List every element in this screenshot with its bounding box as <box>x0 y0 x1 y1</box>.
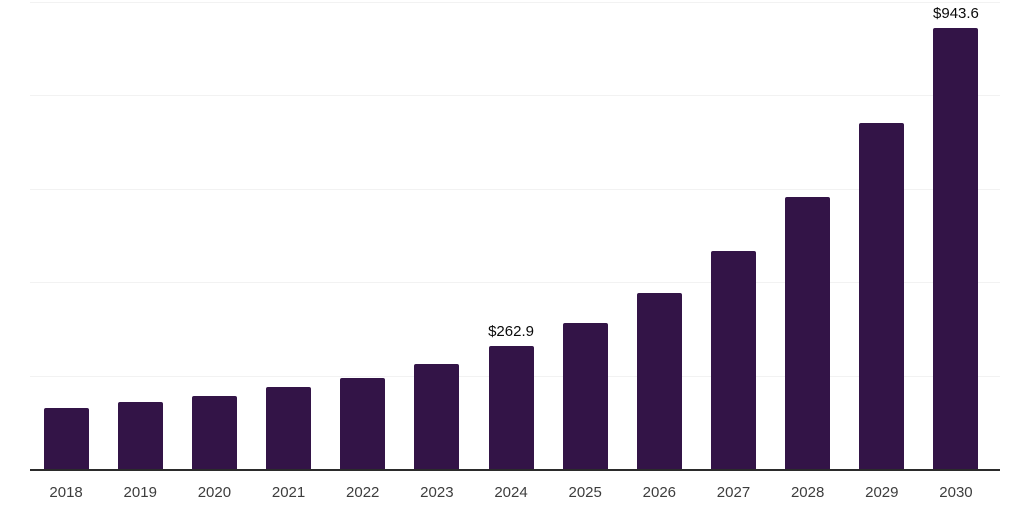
bar-2027 <box>710 250 756 469</box>
bar-column-2028 <box>771 2 845 469</box>
data-label-2030: $943.6 <box>933 5 979 23</box>
x-tick-2024: 2024 <box>494 484 528 501</box>
bar-2022 <box>340 378 386 469</box>
bar-column-2022 <box>326 2 400 469</box>
bar-column-2018 <box>29 2 103 469</box>
bar-2025 <box>562 322 608 469</box>
bar-column-2025 <box>548 2 622 469</box>
bar-column-2026 <box>622 2 696 469</box>
data-label-2024: $262.9 <box>488 323 534 341</box>
x-tick-2022: 2022 <box>346 484 380 501</box>
bar-column-2024: $262.9 <box>474 2 548 469</box>
bar-column-2030: $943.6 <box>919 2 993 469</box>
bar-2030 <box>933 28 979 469</box>
bar-2019 <box>117 401 163 469</box>
bar-2020 <box>191 395 237 469</box>
bar-2021 <box>266 386 312 469</box>
x-tick-2018: 2018 <box>49 484 83 501</box>
x-tick-2025: 2025 <box>568 484 602 501</box>
bar-2023 <box>414 363 460 469</box>
gridline-800 <box>30 95 1000 97</box>
bar-2028 <box>785 197 831 469</box>
bar-column-2021 <box>251 2 325 469</box>
bar-column-2027 <box>696 2 770 469</box>
bar-2024 <box>488 346 534 469</box>
gridline-600 <box>30 188 1000 190</box>
bar-column-2029 <box>845 2 919 469</box>
x-tick-2021: 2021 <box>271 484 306 501</box>
bar-2029 <box>859 123 905 469</box>
gridline-400 <box>30 282 1000 284</box>
bar-column-2023 <box>400 2 474 469</box>
x-tick-2019: 2019 <box>123 484 157 501</box>
bars-container: $262.9 $943.6 <box>29 2 993 469</box>
gridline-1000 <box>30 2 1000 3</box>
x-axis-line <box>30 469 1000 471</box>
bar-column-2019 <box>103 2 177 469</box>
x-tick-2030: 2030 <box>939 484 973 501</box>
x-tick-2028: 2028 <box>790 484 825 501</box>
x-tick-2029: 2029 <box>865 484 899 501</box>
bar-2026 <box>636 292 682 469</box>
x-tick-2026: 2026 <box>642 484 677 501</box>
bar-column-2020 <box>177 2 251 469</box>
x-axis-labels: 2018 2019 2020 2021 2022 2023 2024 2025 2026 2027… <box>29 484 993 501</box>
x-tick-2027: 2027 <box>716 484 751 501</box>
x-tick-2020: 2020 <box>197 484 232 501</box>
bar-2018 <box>43 407 89 469</box>
x-tick-2023: 2023 <box>420 484 454 501</box>
